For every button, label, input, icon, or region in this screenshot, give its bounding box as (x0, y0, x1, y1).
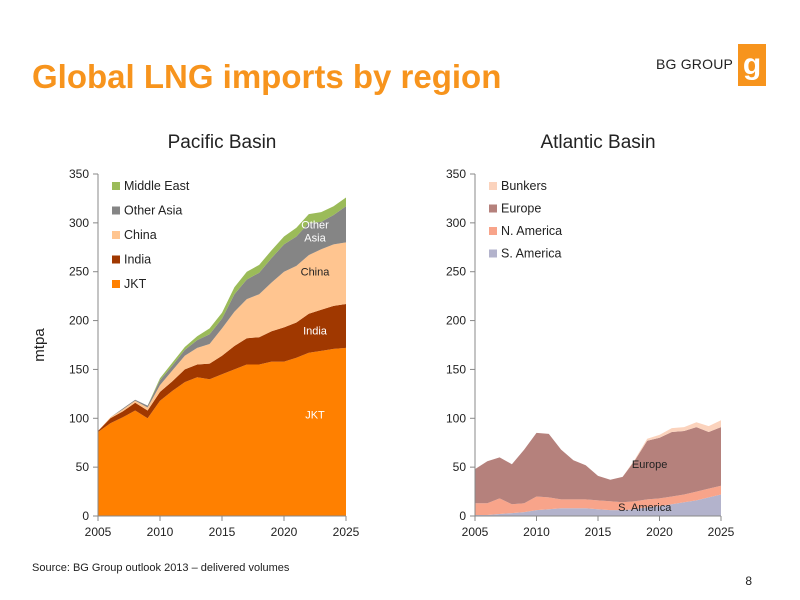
area-series-china (98, 242, 346, 431)
y-tick-label: 300 (446, 216, 466, 230)
legend-swatch-china (112, 231, 120, 239)
area-annotation: Asia (304, 232, 326, 244)
legend-swatch-other-asia (112, 206, 120, 215)
chart-title: Atlantic Basin (540, 132, 655, 153)
area-annotation: Europe (632, 459, 667, 471)
area-series-n-america (475, 485, 721, 515)
legend-label-jkt: JKT (124, 277, 147, 291)
x-tick-label: 2015 (585, 525, 612, 539)
legend-swatch-europe (489, 204, 497, 213)
y-tick-label: 250 (446, 265, 466, 279)
chart-title: Pacific Basin (168, 132, 277, 153)
x-tick-label: 2005 (462, 525, 489, 539)
y-axis-label: mtpa (31, 328, 48, 362)
area-annotation: India (303, 325, 328, 337)
legend-label-n-america: N. America (501, 224, 562, 238)
y-tick-label: 350 (69, 167, 89, 181)
logo-text: BG GROUP (656, 56, 734, 72)
area-series-bunkers (475, 420, 721, 480)
area-annotation: Other (301, 220, 329, 232)
x-tick-label: 2005 (85, 525, 112, 539)
legend-label-india: India (124, 253, 151, 267)
legend-swatch-s-america (489, 249, 497, 258)
x-tick-label: 2020 (646, 525, 673, 539)
y-tick-label: 0 (82, 509, 89, 523)
x-tick-label: 2025 (333, 525, 360, 539)
source-note: Source: BG Group outlook 2013 – delivere… (32, 562, 290, 574)
legend-swatch-india (112, 255, 120, 264)
x-tick-label: 2010 (147, 525, 174, 539)
legend-label-middle-east: Middle East (124, 179, 190, 193)
x-tick-label: 2020 (271, 525, 298, 539)
legend-label-s-america: S. America (501, 247, 561, 261)
legend-label-china: China (124, 228, 157, 242)
y-tick-label: 300 (69, 216, 89, 230)
legend-swatch-jkt (112, 280, 120, 288)
y-tick-label: 100 (446, 411, 466, 425)
area-series-s-america (475, 494, 721, 516)
bg-group-logo: BG GROUP g (656, 44, 768, 88)
pacific-basin-chart: Pacific Basin mtpa 0 50 100 150 200 250 300 350 20… (31, 132, 360, 539)
y-tick-label: 200 (69, 314, 89, 328)
y-tick-label: 250 (69, 265, 89, 279)
y-tick-label: 50 (453, 460, 467, 474)
x-tick-label: 2015 (209, 525, 236, 539)
slide-title: Global LNG imports by region (32, 58, 502, 95)
area-annotation: China (301, 267, 331, 279)
x-tick-label: 2025 (708, 525, 735, 539)
y-tick-label: 150 (446, 362, 466, 376)
area-series-middle-east (98, 197, 346, 431)
y-tick-label: 50 (76, 460, 90, 474)
y-tick-label: 200 (446, 314, 466, 328)
y-tick-label: 0 (459, 509, 466, 523)
legend-label-europe: Europe (501, 202, 541, 216)
area-annotation: JKT (305, 409, 325, 421)
legend-swatch-middle-east (112, 182, 120, 190)
area-series-jkt (98, 347, 346, 516)
logo-glyph: g (742, 48, 762, 81)
atlantic-basin-chart: Atlantic Basin 0 50 100 150 200 250 300 350 2005 2… (446, 132, 735, 539)
y-tick-label: 100 (69, 411, 89, 425)
legend-swatch-n-america (489, 227, 497, 235)
legend-label-other-asia: Other Asia (124, 204, 182, 218)
y-tick-label: 150 (69, 362, 89, 376)
legend-label-bunkers: Bunkers (501, 179, 547, 193)
area-series-europe (475, 427, 721, 505)
legend-swatch-bunkers (489, 182, 497, 190)
page-number: 8 (745, 574, 752, 588)
area-series-india (98, 304, 346, 432)
y-tick-label: 350 (446, 167, 466, 181)
area-annotation: S. America (618, 502, 672, 514)
logo-mark-icon: g (738, 44, 766, 86)
x-tick-label: 2010 (523, 525, 550, 539)
